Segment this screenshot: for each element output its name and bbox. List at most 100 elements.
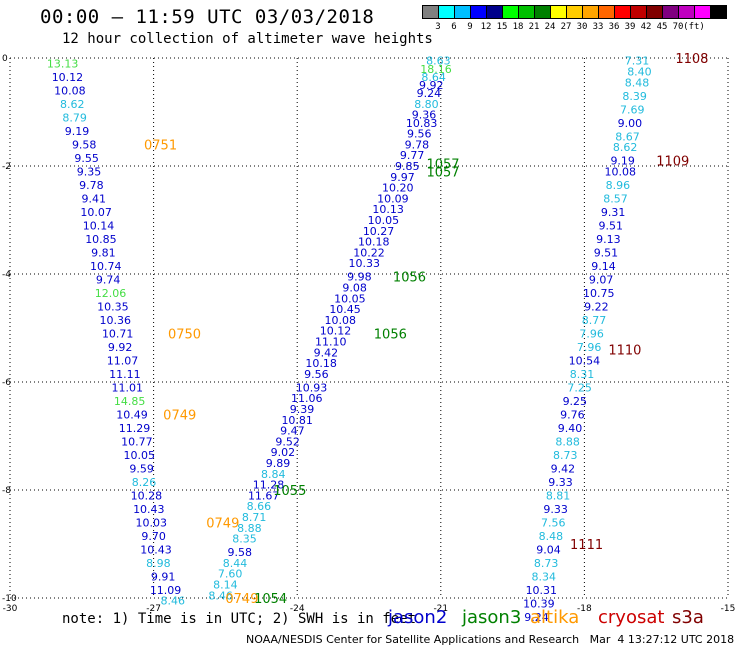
data-label: 8.88 bbox=[555, 435, 580, 448]
data-label: 9.08 bbox=[342, 282, 367, 295]
data-label: 8.67 bbox=[615, 130, 640, 143]
legend-jason3: jason3 bbox=[462, 607, 522, 628]
data-label: 8.62 bbox=[60, 98, 85, 111]
data-label: 10.93 bbox=[296, 381, 328, 394]
colorbar-tick-label: 42 bbox=[640, 22, 652, 32]
colorbar-swatch bbox=[710, 5, 727, 19]
data-label: 10.81 bbox=[281, 414, 313, 427]
time-label: 0751 bbox=[144, 138, 177, 153]
data-label: 8.57 bbox=[603, 192, 628, 205]
data-label: 14.85 bbox=[114, 395, 146, 408]
data-label: 11.01 bbox=[112, 381, 144, 394]
data-label: 9.42 bbox=[314, 346, 339, 359]
data-label: 10.08 bbox=[605, 165, 637, 178]
data-label: 9.78 bbox=[79, 179, 104, 192]
time-label: 1111 bbox=[570, 538, 603, 553]
data-label: 8.44 bbox=[223, 557, 248, 570]
data-label: 18.16 bbox=[420, 63, 452, 76]
time-label: 1056 bbox=[393, 271, 426, 286]
colorbar-tick-label: 3 bbox=[435, 22, 441, 32]
data-label: 9.33 bbox=[548, 476, 573, 489]
data-label: 10.05 bbox=[334, 292, 366, 305]
data-label: 9.91 bbox=[151, 570, 176, 583]
data-label: 10.03 bbox=[135, 516, 167, 529]
colorbar-tick-label: 30 bbox=[576, 22, 588, 32]
data-label: 9.04 bbox=[536, 543, 561, 556]
data-label: 8.81 bbox=[546, 489, 571, 502]
x-tick-label: -15 bbox=[721, 604, 736, 614]
data-label: 7.25 bbox=[567, 381, 592, 394]
data-label: 8.73 bbox=[553, 449, 578, 462]
time-label: 1057 bbox=[426, 157, 459, 172]
data-label: 13.13 bbox=[47, 57, 79, 70]
data-label: 8.84 bbox=[261, 468, 286, 481]
data-label: 9.58 bbox=[72, 138, 97, 151]
data-label: 9.77 bbox=[400, 149, 425, 162]
data-label: 11.07 bbox=[107, 354, 139, 367]
data-label: 9.56 bbox=[304, 368, 329, 381]
data-label: 10.43 bbox=[133, 503, 165, 516]
data-label: 9.35 bbox=[77, 165, 102, 178]
data-label: 7.56 bbox=[541, 516, 566, 529]
data-label: 9.92 bbox=[419, 79, 444, 92]
data-label: 10.33 bbox=[348, 257, 380, 270]
data-label: 8.31 bbox=[570, 368, 595, 381]
data-label: 9.07 bbox=[589, 273, 614, 286]
legend-altika: altika bbox=[530, 607, 580, 628]
data-label: 8.96 bbox=[606, 179, 631, 192]
y-tick-label: 0 bbox=[2, 54, 8, 64]
data-label: 9.58 bbox=[228, 546, 253, 559]
time-label: 0750 bbox=[168, 327, 201, 342]
data-label: 9.36 bbox=[412, 109, 437, 122]
colorbar-tick-label: 24 bbox=[544, 22, 556, 32]
time-label: 0749 bbox=[163, 408, 196, 423]
colorbar-tick-label: 12 bbox=[480, 22, 492, 32]
colorbar-tick-label: 45 bbox=[656, 22, 668, 32]
data-label: 10.35 bbox=[97, 300, 129, 313]
data-label: 10.74 bbox=[90, 260, 122, 273]
data-label: 8.48 bbox=[625, 76, 650, 89]
data-label: 8.73 bbox=[534, 557, 559, 570]
data-label: 10.39 bbox=[523, 597, 555, 610]
y-tick-label: -4 bbox=[2, 270, 11, 280]
data-label: 10.54 bbox=[569, 354, 601, 367]
data-label: 10.05 bbox=[368, 214, 400, 227]
x-tick-label: -18 bbox=[577, 604, 592, 614]
colorbar-tick-label: 21 bbox=[528, 22, 540, 32]
data-label: 9.14 bbox=[591, 260, 616, 273]
data-label: 9.00 bbox=[618, 117, 643, 130]
data-label: 9.78 bbox=[405, 138, 430, 151]
legend-s3a: s3a bbox=[672, 607, 704, 628]
data-label: 10.43 bbox=[140, 543, 172, 556]
data-label: 10.31 bbox=[526, 584, 558, 597]
data-label: 8.66 bbox=[247, 500, 272, 513]
time-label: 1108 bbox=[675, 52, 708, 67]
data-label: 10.71 bbox=[102, 327, 134, 340]
data-label: 9.85 bbox=[395, 160, 420, 173]
data-label: 9.13 bbox=[596, 233, 621, 246]
chart-title: 00:00 – 11:59 UTC 03/03/2018 bbox=[40, 6, 375, 28]
x-tick-label: -24 bbox=[290, 604, 305, 614]
time-label: 1057 bbox=[426, 165, 459, 180]
data-label: 7.96 bbox=[579, 327, 604, 340]
data-label: 8.80 bbox=[414, 98, 439, 111]
data-label: 8.79 bbox=[62, 111, 87, 124]
data-label: 8.40 bbox=[627, 66, 652, 79]
colorbar-tick-label: 6 bbox=[451, 22, 457, 32]
colorbar-tick-label: 36 bbox=[608, 22, 620, 32]
data-label: 10.05 bbox=[123, 449, 155, 462]
time-label: 1110 bbox=[608, 344, 641, 359]
data-label: 11.11 bbox=[109, 368, 141, 381]
time-label: 1056 bbox=[374, 327, 407, 342]
data-label: 11.10 bbox=[315, 336, 347, 349]
time-label: 1055 bbox=[273, 484, 306, 499]
data-label: 11.28 bbox=[253, 479, 285, 492]
data-label: 9.42 bbox=[551, 462, 576, 475]
data-label: 10.85 bbox=[85, 233, 117, 246]
data-label: 8.34 bbox=[531, 570, 556, 583]
data-label: 9.98 bbox=[347, 271, 372, 284]
data-label: 8.63 bbox=[426, 55, 451, 68]
data-label: 8.39 bbox=[622, 90, 647, 103]
time-label: 1109 bbox=[656, 155, 689, 170]
